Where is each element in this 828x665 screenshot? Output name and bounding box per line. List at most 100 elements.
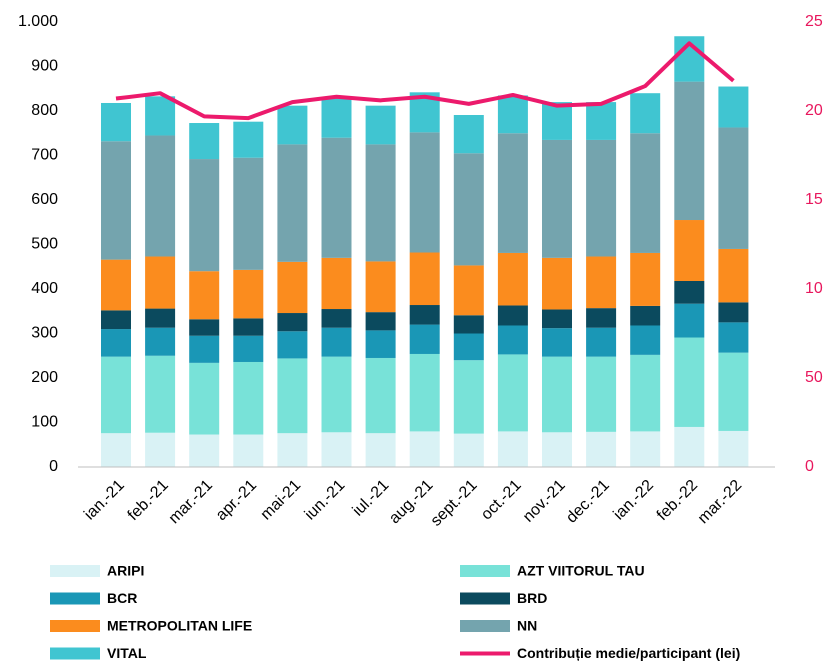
bar-segment — [409, 305, 440, 325]
bar-segment — [233, 434, 264, 467]
bar-segment — [321, 327, 352, 357]
bar-segment — [453, 360, 484, 434]
y-tick-label: 1.000 — [18, 13, 58, 30]
bar-segment — [718, 302, 749, 323]
bar-segment — [497, 252, 528, 306]
x-tick-label: feb.-22 — [654, 477, 701, 524]
legend-label: BCR — [107, 590, 137, 606]
bar-segment — [101, 102, 131, 142]
bar-segment — [586, 139, 617, 257]
legend-swatch — [50, 565, 100, 577]
bar-segment — [718, 248, 749, 303]
bar-segment — [233, 269, 264, 319]
bar-segment — [497, 133, 528, 253]
bar-segment — [542, 328, 572, 357]
bar-segment — [189, 123, 220, 160]
bar-segment — [718, 127, 749, 249]
y-tick-label: 0 — [49, 458, 58, 475]
bar-segment — [453, 153, 484, 266]
bar-segment — [718, 86, 749, 128]
bar-segment — [497, 305, 528, 326]
bar-segment — [145, 96, 176, 136]
legend-label: ARIPI — [107, 563, 144, 579]
bar-segment — [586, 431, 617, 467]
bar-segment — [145, 355, 176, 433]
bar-segment — [453, 433, 484, 467]
bar-segment — [674, 220, 705, 281]
bar-segment — [101, 259, 131, 311]
legend-label: VITAL — [107, 645, 147, 661]
bar-segment — [630, 93, 661, 134]
bar-segment — [189, 319, 220, 336]
bar-segment — [101, 141, 131, 260]
bar-segment — [365, 105, 396, 145]
bar-segment — [233, 335, 264, 362]
x-tick-label: ian.-21 — [81, 477, 128, 524]
bar-segment — [630, 252, 661, 306]
bar-segment — [365, 330, 396, 358]
bar-segment — [101, 310, 131, 330]
bar-segment — [674, 303, 705, 338]
bar-segment — [145, 327, 176, 356]
bar-segment — [586, 356, 617, 432]
bar-segment — [277, 144, 308, 262]
bar-segment — [542, 356, 572, 433]
bar-segment — [674, 280, 705, 304]
bar-segment — [586, 308, 617, 328]
bar-segment — [321, 432, 352, 467]
bar-segment — [453, 115, 484, 154]
bar-segment — [497, 354, 528, 432]
bar-segment — [542, 309, 572, 329]
bar-segment — [630, 325, 661, 355]
bar-segment — [365, 433, 396, 467]
bar-segment — [189, 362, 220, 435]
bar-segment — [542, 432, 572, 467]
x-tick-label: oct.-21 — [478, 477, 525, 524]
x-tick-label: ian.-22 — [610, 477, 657, 524]
bar-segment — [630, 133, 661, 253]
y2-tick-label: 25 — [805, 13, 823, 30]
x-tick-label: nov.-21 — [520, 477, 569, 526]
bar-segment — [365, 357, 396, 434]
bar-segment — [718, 322, 749, 353]
y-tick-label: 200 — [31, 369, 58, 386]
bar-segment — [101, 433, 131, 467]
legend-swatch — [50, 620, 100, 632]
bar-segment — [630, 431, 661, 467]
legend-label: METROPOLITAN LIFE — [107, 618, 252, 634]
bar-segment — [189, 335, 220, 363]
legend-swatch — [50, 647, 100, 660]
y-tick-label: 300 — [31, 325, 58, 342]
bar-segment — [718, 352, 749, 431]
bar-segment — [145, 308, 176, 328]
bar-segment — [277, 331, 308, 359]
y2-tick-label: 15 — [805, 191, 823, 208]
bar-segment — [189, 271, 220, 320]
x-tick-label: dec.-21 — [563, 477, 613, 527]
legend-swatch — [50, 592, 100, 605]
bar-segment — [409, 252, 440, 306]
bar-segment — [586, 102, 617, 140]
bar-segment — [277, 261, 308, 314]
bar-segment — [233, 157, 264, 270]
y2-tick-label: 50 — [805, 369, 823, 386]
bar-segment — [586, 256, 617, 309]
bar-segment — [321, 97, 352, 138]
bar-segment — [321, 309, 352, 328]
bar-segment — [409, 353, 440, 432]
y-tick-label: 700 — [31, 147, 58, 164]
x-tick-label: iul.-21 — [350, 477, 393, 520]
line-series — [115, 41, 735, 121]
bar-segment — [497, 325, 528, 355]
bar-segment — [233, 361, 264, 435]
bar-segment — [497, 431, 528, 467]
bar-segment — [409, 431, 440, 467]
x-tick-label: sept.-21 — [428, 477, 481, 530]
x-tick-label: feb.-21 — [125, 477, 172, 524]
x-tick-label: mar.-22 — [695, 477, 745, 527]
bar-segment — [321, 356, 352, 433]
y-tick-label: 400 — [31, 280, 58, 297]
bar-segment — [586, 327, 617, 357]
bar-segment — [542, 139, 572, 258]
